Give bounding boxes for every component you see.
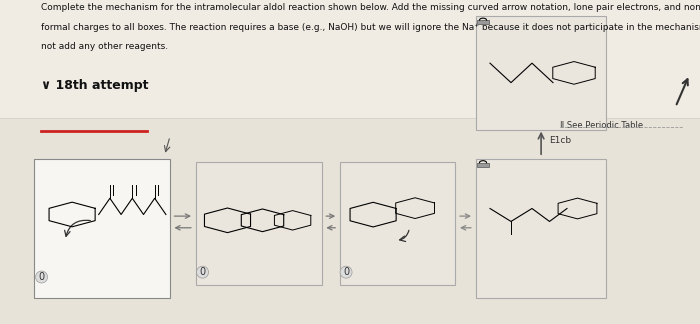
- Text: 0: 0: [199, 267, 206, 277]
- Bar: [476, 159, 606, 298]
- Text: Complete the mechanism for the intramolecular aldol reaction shown below. Add th: Complete the mechanism for the intramole…: [41, 3, 700, 12]
- Text: 0: 0: [38, 272, 45, 282]
- Bar: [196, 162, 322, 285]
- Bar: [0, 118, 700, 324]
- Bar: [34, 159, 170, 298]
- Text: Ⅱ See Periodic Table: Ⅱ See Periodic Table: [560, 122, 643, 131]
- Text: not add any other reagents.: not add any other reagents.: [41, 42, 168, 51]
- Bar: [477, 163, 489, 167]
- Text: E1cb: E1cb: [550, 136, 572, 145]
- Bar: [477, 20, 489, 24]
- Text: formal charges to all boxes. The reaction requires a base (e.g., NaOH) but we wi: formal charges to all boxes. The reactio…: [41, 23, 700, 32]
- Text: ∨ 18th attempt: ∨ 18th attempt: [41, 79, 148, 92]
- Text: 0: 0: [343, 267, 349, 277]
- Bar: [476, 16, 606, 130]
- Bar: [0, 0, 700, 118]
- Bar: [340, 162, 455, 285]
